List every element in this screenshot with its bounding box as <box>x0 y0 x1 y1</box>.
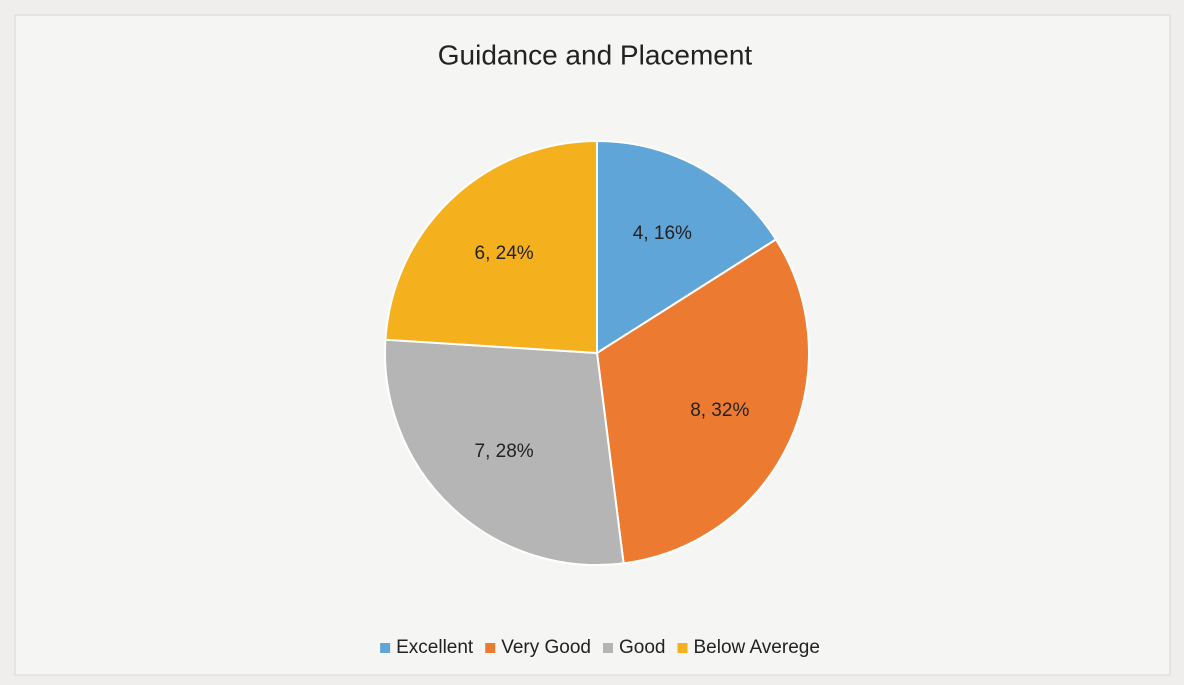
pie-slice <box>384 338 625 566</box>
legend-label: Good <box>619 637 665 658</box>
legend-label: Very Good <box>501 637 591 658</box>
pie-slice <box>384 139 598 355</box>
data-label: 8, 32% <box>690 400 749 421</box>
pie-slice <box>596 139 778 355</box>
chart-title: Guidance and Placement <box>438 39 753 70</box>
legend-swatch <box>603 643 613 653</box>
legend-label: Excellent <box>396 637 474 658</box>
legend-swatch <box>380 643 391 653</box>
data-label: 7, 28% <box>475 441 534 462</box>
legend-swatch <box>485 643 496 653</box>
legend-swatch <box>677 643 688 653</box>
data-label: 4, 16% <box>633 223 692 244</box>
data-label: 6, 24% <box>475 243 534 264</box>
pie-slice <box>595 238 810 565</box>
legend-label: Below Averege <box>693 637 819 658</box>
